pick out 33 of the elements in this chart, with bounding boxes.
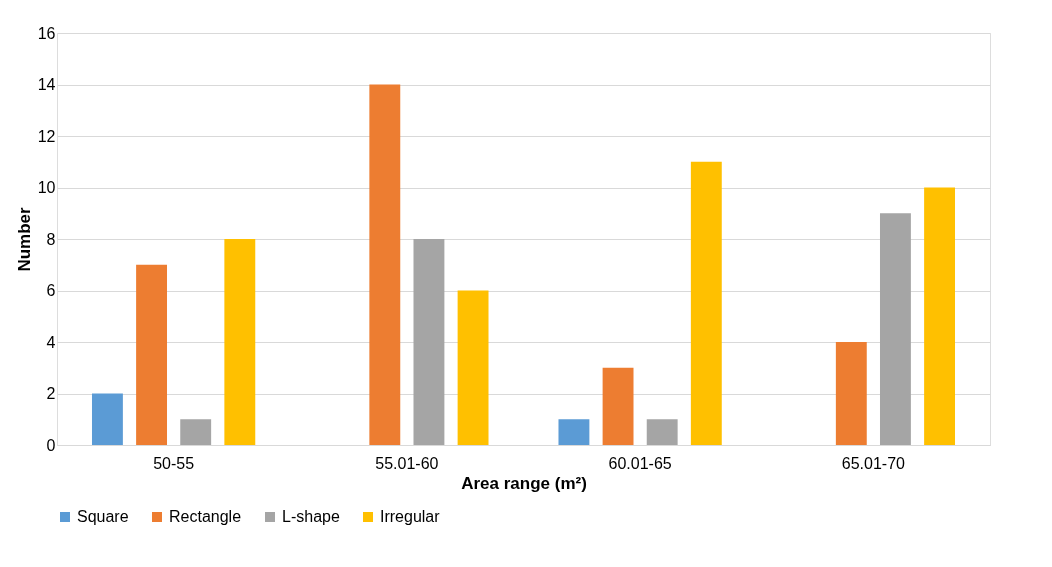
x-tick-label: 55.01-60 xyxy=(375,454,439,472)
bar xyxy=(924,187,956,445)
x-tick-label: 65.01-70 xyxy=(841,454,906,472)
y-tick-label: 14 xyxy=(37,76,56,93)
x-axis-title: Area range (m²) xyxy=(461,473,587,493)
bar xyxy=(224,239,256,445)
bar xyxy=(91,393,123,445)
bar xyxy=(457,290,489,445)
y-tick-label: 16 xyxy=(37,24,56,42)
bar xyxy=(369,84,401,445)
bar xyxy=(690,161,722,445)
bar xyxy=(413,239,445,445)
bar xyxy=(602,367,634,445)
bar xyxy=(879,213,911,445)
bar xyxy=(558,419,590,445)
y-tick-label: 10 xyxy=(37,179,56,196)
y-tick-label: 2 xyxy=(46,385,56,402)
legend-label: Irregular xyxy=(380,508,441,525)
bar xyxy=(136,264,168,445)
y-tick-label: 12 xyxy=(37,127,56,145)
bar xyxy=(646,419,678,445)
y-tick-label: 0 xyxy=(46,436,56,454)
y-tick-label: 8 xyxy=(46,230,56,248)
bar xyxy=(180,419,212,445)
y-axis-title: Number xyxy=(14,207,34,272)
legend-label: Rectangle xyxy=(169,508,242,525)
y-tick-label: 6 xyxy=(46,282,56,299)
x-tick-label: 50-55 xyxy=(153,454,195,472)
y-tick-label: 4 xyxy=(46,333,56,351)
x-tick-label: 60.01-65 xyxy=(608,454,672,472)
legend-label: L-shape xyxy=(282,508,340,525)
legend-label: Square xyxy=(77,508,129,525)
bar xyxy=(835,342,867,445)
